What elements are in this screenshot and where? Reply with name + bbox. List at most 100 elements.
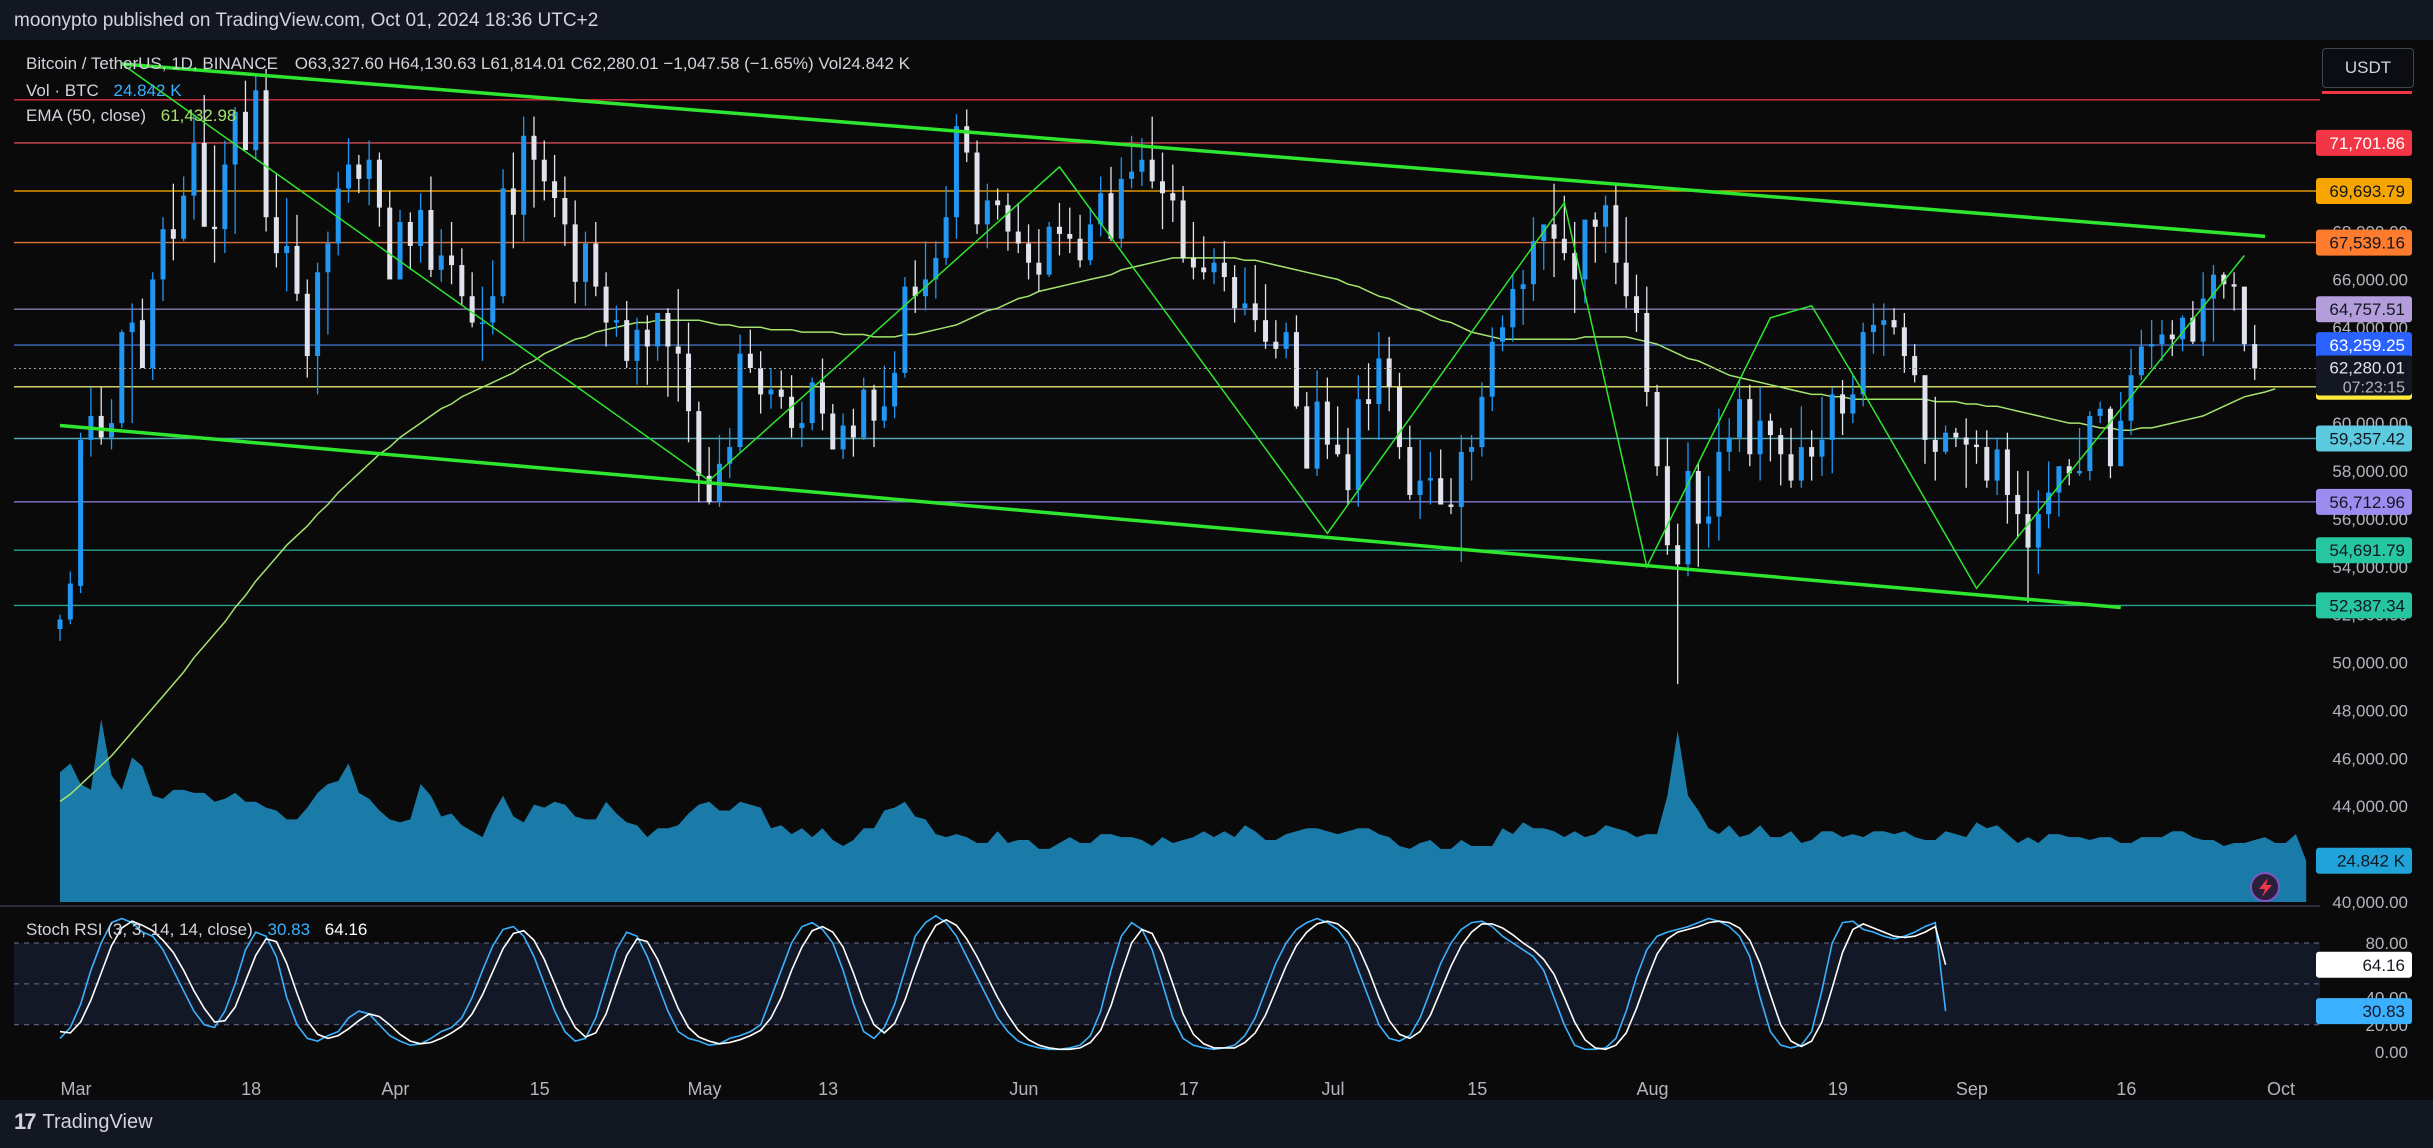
candle-body bbox=[1479, 396, 1485, 448]
candle-up bbox=[500, 169, 506, 304]
candle-down bbox=[1644, 286, 1650, 407]
candle-down bbox=[686, 322, 692, 443]
tradingview-logo-mark: 17 bbox=[14, 1109, 37, 1134]
candle-up bbox=[1376, 332, 1382, 440]
candle-body bbox=[1757, 420, 1763, 455]
candle-body bbox=[469, 296, 475, 323]
time-tick-label: 15 bbox=[1467, 1079, 1487, 1099]
candle-down bbox=[1809, 430, 1815, 481]
candle-body bbox=[222, 164, 228, 230]
candle-body bbox=[2097, 408, 2103, 416]
legend-rsi-label: Stoch RSI (3, 3, 14, 14, close) bbox=[26, 920, 253, 939]
candle-down bbox=[1984, 430, 1990, 488]
ema-series bbox=[59, 257, 2276, 803]
candle-down bbox=[1149, 116, 1155, 189]
candle-up bbox=[2097, 401, 2103, 424]
candle-body bbox=[789, 396, 795, 428]
candle-up bbox=[1994, 437, 2000, 495]
candle-down bbox=[1221, 241, 1227, 292]
candle-body bbox=[1860, 332, 1866, 395]
candle-up bbox=[397, 210, 403, 280]
candle-down bbox=[1633, 274, 1639, 333]
candle-up bbox=[521, 116, 527, 242]
candle-body bbox=[1829, 394, 1835, 440]
time-tick-label: Oct bbox=[2267, 1079, 2295, 1099]
candle-body bbox=[686, 353, 692, 412]
candle-up bbox=[1500, 315, 1506, 352]
candle-body bbox=[490, 296, 496, 323]
countdown-label: 07:23:15 bbox=[2343, 380, 2405, 397]
candle-up bbox=[1829, 387, 1835, 474]
candle-body bbox=[521, 135, 527, 215]
candle-up bbox=[861, 377, 867, 440]
candle-body bbox=[1293, 332, 1299, 407]
tradingview-logo[interactable]: 17 TradingView bbox=[14, 1108, 153, 1136]
candle-body bbox=[1221, 262, 1227, 278]
candle-body bbox=[902, 286, 908, 373]
candle-down bbox=[665, 308, 671, 397]
candle-up bbox=[984, 183, 990, 249]
candle-down bbox=[294, 214, 300, 301]
candle-body bbox=[974, 152, 980, 225]
chart-area[interactable]: 40,000.0042,000.0044,000.0046,000.0048,0… bbox=[0, 40, 2433, 1100]
time-tick-label: Aug bbox=[1636, 1079, 1668, 1099]
candle-down bbox=[1201, 236, 1207, 280]
candle-up bbox=[1685, 442, 1691, 577]
candle-body bbox=[1190, 257, 1196, 268]
candle-down bbox=[1592, 212, 1598, 263]
volume-area bbox=[60, 719, 2307, 902]
candle-down bbox=[572, 200, 578, 304]
candle-body bbox=[1716, 451, 1722, 517]
candle-body bbox=[675, 346, 681, 354]
candle-body bbox=[1149, 159, 1155, 182]
candle-up bbox=[2118, 391, 2124, 467]
legend-ohlc-values: O63,327.60 H64,130.63 L61,814.01 C62,280… bbox=[295, 54, 911, 73]
volume-badge: 24.842 K bbox=[2316, 847, 2412, 874]
candle-up bbox=[1211, 248, 1217, 285]
candle-down bbox=[273, 174, 279, 268]
candle-body bbox=[2015, 494, 2021, 515]
candle-down bbox=[1973, 430, 1979, 464]
lightning-icon[interactable] bbox=[2250, 872, 2280, 902]
candle-body bbox=[1015, 231, 1021, 244]
candle-body bbox=[1056, 226, 1062, 234]
volume-badge-label: 24.842 K bbox=[2337, 852, 2406, 871]
time-tick-label: 19 bbox=[1828, 1079, 1848, 1099]
time-tick-label: Jun bbox=[1009, 1079, 1038, 1099]
candle-body bbox=[181, 195, 187, 239]
level-badge: 59,357.42 bbox=[2316, 425, 2412, 452]
candle-down bbox=[2231, 272, 2237, 311]
candle-down bbox=[1747, 384, 1753, 467]
currency-button[interactable]: USDT bbox=[2322, 48, 2414, 88]
candle-body bbox=[1324, 401, 1330, 445]
legend-stoch-rsi: Stoch RSI (3, 3, 14, 14, close) 30.83 64… bbox=[26, 920, 367, 939]
candle-up bbox=[315, 262, 321, 395]
candle-down bbox=[758, 351, 764, 414]
candle-up bbox=[57, 614, 63, 642]
candle-body bbox=[294, 245, 300, 294]
candle-body bbox=[1726, 437, 1732, 452]
candle-body bbox=[799, 423, 805, 428]
candle-down bbox=[428, 176, 434, 278]
candle-body bbox=[1283, 332, 1289, 349]
candle-body bbox=[1644, 312, 1650, 392]
current-price-bg bbox=[2316, 355, 2412, 396]
candle-down bbox=[2190, 300, 2196, 345]
candle-body bbox=[1366, 399, 1372, 404]
candle-body bbox=[1252, 303, 1258, 321]
candle-up bbox=[222, 140, 228, 254]
candle-body bbox=[1737, 399, 1743, 438]
candle-body bbox=[809, 382, 815, 424]
candle-up bbox=[1870, 303, 1876, 354]
level-badge-label: 67,539.16 bbox=[2329, 234, 2405, 253]
candle-body bbox=[418, 210, 424, 246]
candle-down bbox=[510, 152, 516, 249]
candle-body bbox=[2159, 334, 2165, 345]
candle-up bbox=[727, 427, 733, 479]
candle-up bbox=[78, 432, 84, 594]
candle-up bbox=[1098, 176, 1104, 237]
price-axis: 40,000.0042,000.0044,000.0046,000.0048,0… bbox=[14, 40, 2433, 1100]
legend-ema: EMA (50, close) 61,432.98 bbox=[26, 106, 236, 125]
candle-body bbox=[1551, 224, 1557, 239]
candle-down bbox=[1767, 413, 1773, 462]
